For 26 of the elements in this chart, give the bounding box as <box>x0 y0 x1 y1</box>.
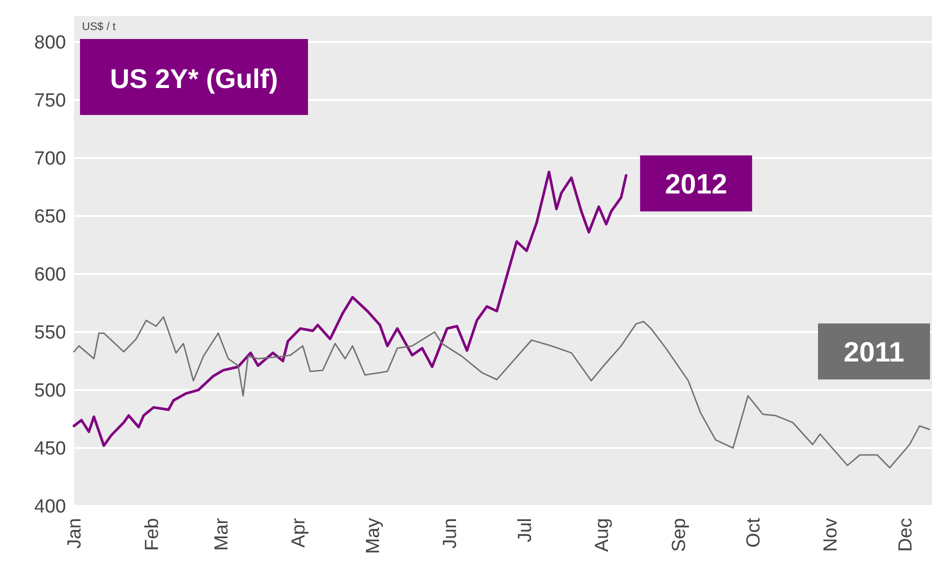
y-tick-label: 550 <box>34 322 66 344</box>
x-tick-label: May <box>363 518 384 554</box>
series-label: 2012 <box>664 168 728 200</box>
line-series <box>72 170 628 447</box>
x-tick-label: Jan <box>64 518 86 549</box>
y-tick-label: 750 <box>34 90 66 112</box>
x-tick-label: Mar <box>211 517 232 551</box>
y-tick-label: 700 <box>34 148 66 170</box>
text: 2011 <box>844 336 904 368</box>
x-tick-label: Apr <box>288 517 310 548</box>
y-tick-label: 650 <box>34 206 66 228</box>
x-tick-label: Sep <box>668 518 690 552</box>
x-tick-label: Nov <box>820 518 842 552</box>
y-tick-label: 400 <box>34 496 66 518</box>
text: US 2Y* (Gulf) <box>110 64 278 94</box>
x-tick-label: Jun <box>440 518 462 549</box>
x-tick-label: Oct <box>744 517 765 548</box>
x-tick-label: Feb <box>142 518 163 551</box>
y-tick-label: 600 <box>34 264 66 286</box>
y-axis-title: US$ / t <box>82 21 116 33</box>
x-tick-label: Jul <box>514 518 536 542</box>
y-tick-label: 800 <box>34 32 66 54</box>
y-tick-label: 450 <box>34 438 66 460</box>
y-tick-label: 500 <box>34 380 66 402</box>
x-tick-label: Dec <box>895 518 916 552</box>
x-tick-label: Aug <box>592 518 613 552</box>
